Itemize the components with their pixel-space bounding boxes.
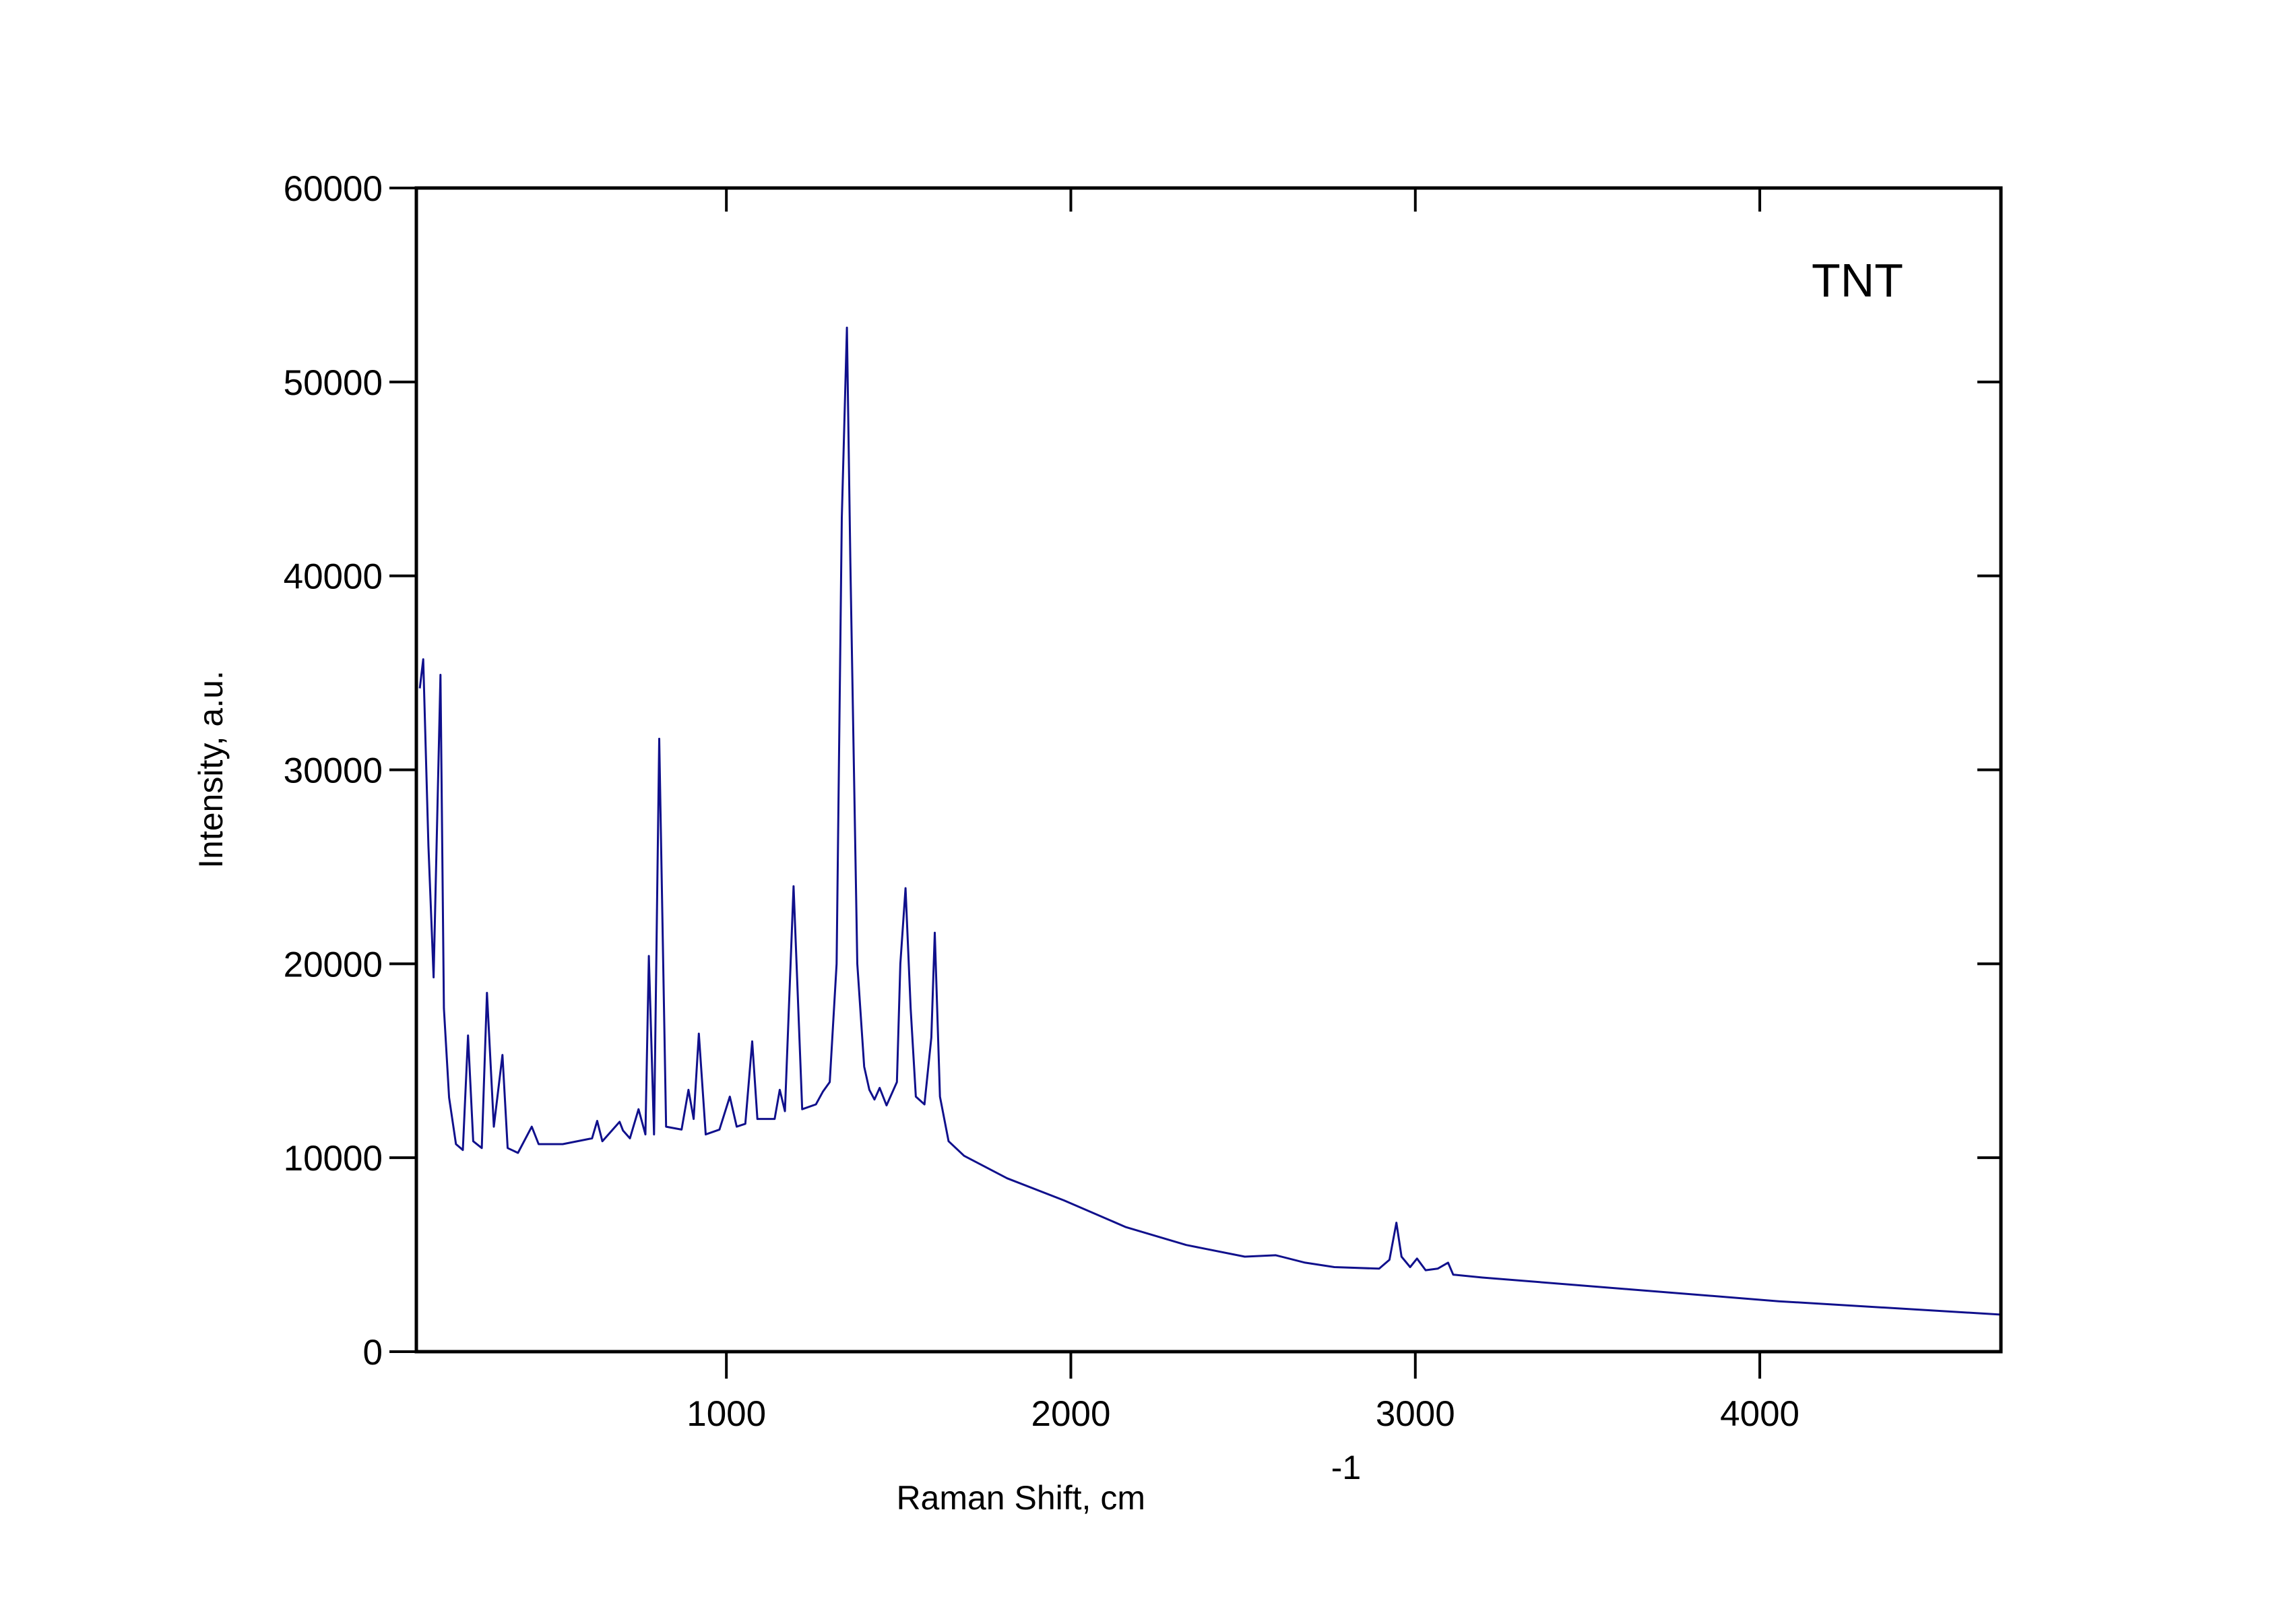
y-axis-label: Intensity, a.u. [192,670,230,869]
x-tick-label: 3000 [1376,1394,1455,1434]
annotation: TNT [1812,254,1903,307]
y-tick-label: 30000 [284,751,383,791]
x-tick-label: 1000 [687,1394,766,1434]
y-tick-label: 20000 [284,945,383,984]
y-tick-label: 40000 [284,557,383,597]
y-tick-label: 50000 [284,363,383,403]
y-tick-label: 10000 [284,1139,383,1178]
x-tick-label: 2000 [1031,1394,1111,1434]
y-tick-label: 0 [363,1333,383,1373]
y-tick-label: 60000 [284,169,383,209]
spectrum-line [418,326,2002,1316]
x-axis-label-superscript: -1 [1331,1449,1361,1486]
plot-frame [414,186,2003,1354]
x-tick-label: 4000 [1720,1394,1799,1434]
x-axis-label: Raman Shift, cm [896,1479,1145,1517]
